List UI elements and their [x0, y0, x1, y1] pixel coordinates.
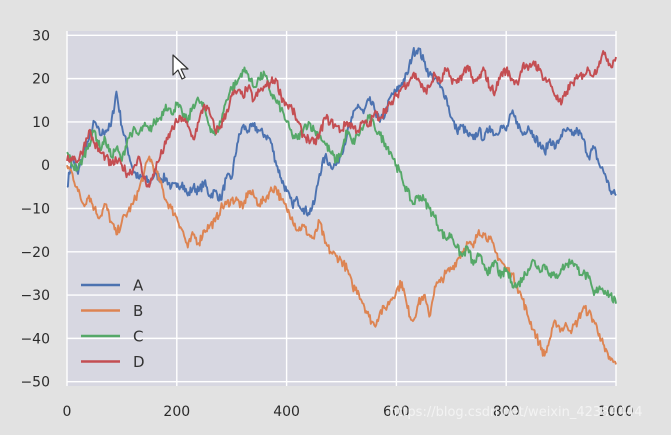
x-tick-label: 0: [63, 404, 72, 420]
y-tick-label: −20: [20, 245, 50, 261]
y-tick-label: 20: [32, 72, 50, 88]
series-line-c: [66, 66, 617, 304]
x-tick-label: 600: [383, 404, 410, 420]
y-tick-label: −40: [20, 331, 50, 347]
grid-lines: [66, 31, 617, 386]
y-tick-label: 10: [32, 115, 50, 131]
y-tick-label: −50: [20, 375, 50, 391]
watermark-text: https://blog.csdn.net/weixin_42384444: [389, 405, 643, 420]
y-axis-ticks: 30 20 10 0 −10 −20 −30 −40 −50: [20, 28, 50, 390]
series-line-b: [66, 155, 617, 365]
x-axis-ticks: 0 200 400 600 800 1000: [63, 404, 634, 420]
x-tick-label: 1000: [598, 404, 634, 420]
legend-label-a: A: [133, 277, 144, 295]
x-tick-label: 200: [163, 404, 190, 420]
mouse-cursor-icon: [172, 54, 189, 80]
legend-label-b: B: [133, 302, 143, 320]
y-tick-label: 30: [32, 28, 50, 44]
series-lines: [66, 46, 617, 365]
x-tick-label: 400: [273, 404, 300, 420]
y-tick-label: −30: [20, 288, 50, 304]
series-line-d: [66, 50, 617, 188]
y-tick-label: 0: [41, 158, 50, 174]
y-tick-label: −10: [20, 202, 50, 218]
legend-label-c: C: [133, 328, 143, 346]
legend-label-d: D: [133, 353, 145, 371]
x-tick-label: 800: [493, 404, 520, 420]
